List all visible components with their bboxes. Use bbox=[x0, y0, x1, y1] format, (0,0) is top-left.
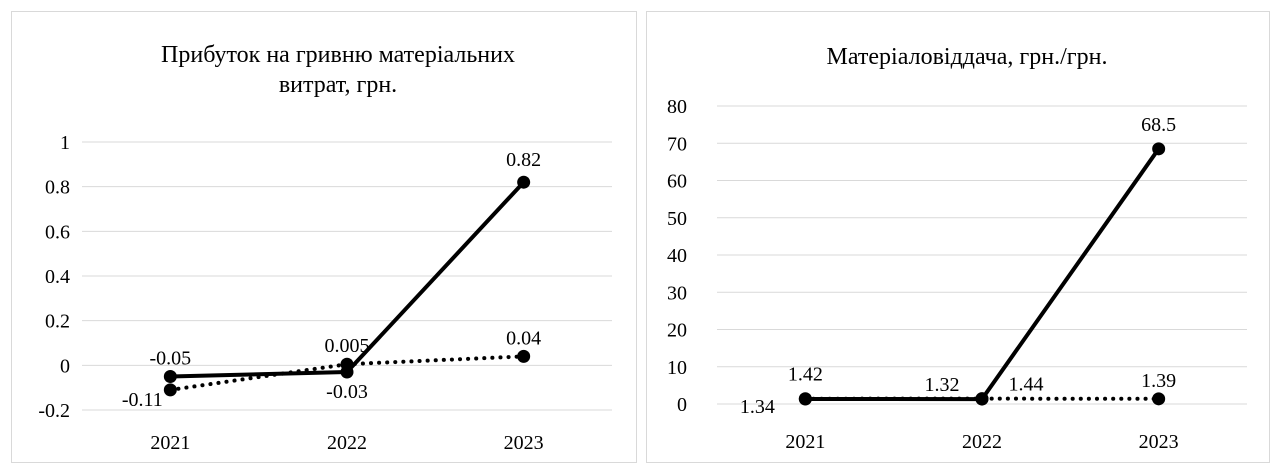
y-tick-label: -0.2 bbox=[38, 400, 70, 422]
data-label: 0.82 bbox=[506, 149, 541, 171]
data-point-dotted bbox=[1152, 392, 1165, 405]
y-tick-label: 0.6 bbox=[45, 221, 70, 243]
chart-material-svg: Матеріаловіддача, грн./грн. 0 10 20 30 40 50 60… bbox=[647, 12, 1271, 464]
chart-profit-per-hryvnia: Прибуток на гривню матеріальних витрат, г… bbox=[11, 11, 637, 463]
y-tick-label: 0.2 bbox=[45, 311, 70, 333]
data-point-solid bbox=[976, 393, 989, 406]
x-tick-label: 2023 bbox=[504, 432, 544, 454]
data-label: -0.05 bbox=[149, 348, 191, 370]
x-tick-label: 2023 bbox=[1139, 431, 1179, 453]
y-tick-label: 30 bbox=[667, 282, 687, 304]
data-label: 1.44 bbox=[1009, 374, 1044, 396]
x-tick-label: 2022 bbox=[962, 431, 1002, 453]
y-tick-label: 0 bbox=[60, 355, 70, 377]
series-line-solid bbox=[805, 149, 1158, 399]
x-tick-label: 2021 bbox=[785, 431, 825, 453]
data-point-solid bbox=[164, 370, 177, 383]
data-label: 0.005 bbox=[325, 335, 370, 357]
data-point-dotted bbox=[164, 383, 177, 396]
y-tick-label: 40 bbox=[667, 245, 687, 267]
x-tick-label: 2021 bbox=[150, 432, 190, 454]
data-label: 1.39 bbox=[1141, 370, 1176, 392]
y-tick-label: 20 bbox=[667, 320, 687, 342]
data-point-solid bbox=[517, 176, 530, 189]
y-tick-label: 70 bbox=[667, 133, 687, 155]
data-label: 0.04 bbox=[506, 327, 541, 349]
data-label: 1.32 bbox=[925, 374, 960, 396]
data-label: 1.42 bbox=[788, 364, 823, 386]
y-tick-label: 0.4 bbox=[45, 266, 70, 288]
y-tick-label: 80 bbox=[667, 96, 687, 118]
y-tick-label: 1 bbox=[60, 132, 70, 154]
data-point-solid bbox=[341, 366, 354, 379]
chart-title-line: витрат, грн. bbox=[279, 72, 397, 98]
y-tick-label: 60 bbox=[667, 171, 687, 193]
data-point-solid bbox=[1152, 142, 1165, 155]
chart-material-efficiency: Матеріаловіддача, грн./грн. 0 10 20 30 40 50 60… bbox=[646, 11, 1270, 463]
data-label: 1.34 bbox=[740, 396, 775, 418]
data-label: 68.5 bbox=[1141, 114, 1176, 136]
y-tick-label: 10 bbox=[667, 357, 687, 379]
data-point-solid bbox=[799, 393, 812, 406]
data-point-dotted bbox=[517, 350, 530, 363]
y-tick-label: 50 bbox=[667, 208, 687, 230]
y-tick-label: 0.8 bbox=[45, 177, 70, 199]
data-label: -0.11 bbox=[122, 389, 163, 411]
chart-title-line: Матеріаловіддача, грн./грн. bbox=[827, 44, 1108, 70]
x-tick-label: 2022 bbox=[327, 432, 367, 454]
chart-title-line: Прибуток на гривню матеріальних bbox=[161, 42, 515, 68]
data-label: -0.03 bbox=[326, 381, 368, 403]
chart-profit-svg: Прибуток на гривню матеріальних витрат, г… bbox=[12, 12, 638, 464]
y-tick-label: 0 bbox=[677, 394, 687, 416]
